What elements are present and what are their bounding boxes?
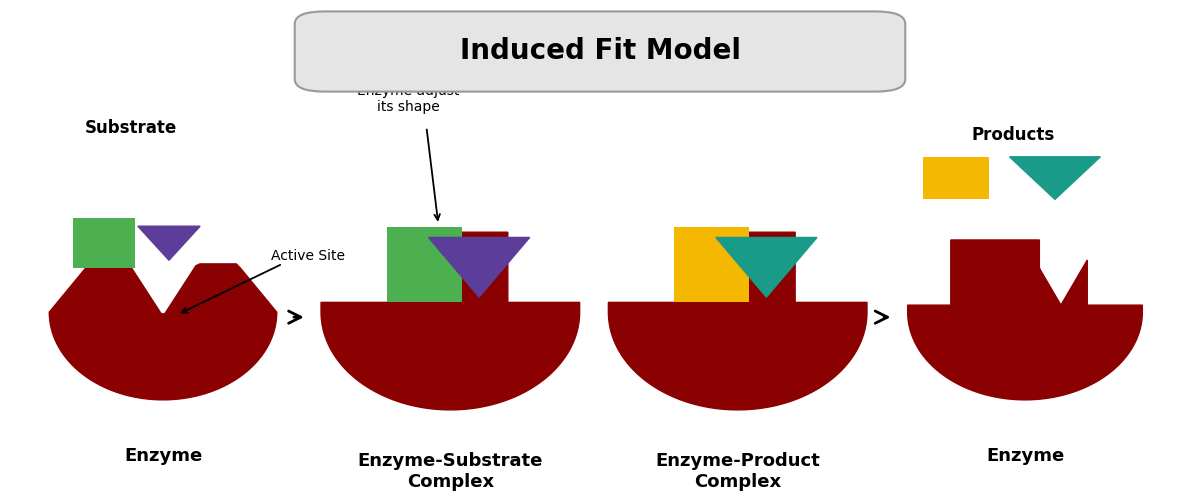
Text: Enzyme: Enzyme [124,448,202,466]
FancyBboxPatch shape [73,218,136,268]
Text: Active Site: Active Site [271,248,344,263]
FancyBboxPatch shape [674,227,749,302]
Text: Enzyme: Enzyme [986,448,1064,466]
Text: Enzyme-Substrate
Complex: Enzyme-Substrate Complex [358,453,544,491]
Polygon shape [1009,157,1100,200]
Polygon shape [138,226,200,260]
FancyBboxPatch shape [923,157,989,200]
Polygon shape [907,240,1142,400]
Text: Substrate: Substrate [84,119,176,137]
Text: Induced Fit Model: Induced Fit Model [460,37,740,65]
Polygon shape [608,232,866,410]
Polygon shape [49,264,277,400]
Text: Enzyme-Product
Complex: Enzyme-Product Complex [655,453,820,491]
Polygon shape [322,232,580,410]
FancyBboxPatch shape [295,12,905,92]
FancyBboxPatch shape [386,227,462,302]
Text: Enzyme adjust
its shape: Enzyme adjust its shape [358,84,460,114]
Polygon shape [716,237,817,297]
Text: Products: Products [972,126,1055,144]
Polygon shape [428,237,529,297]
